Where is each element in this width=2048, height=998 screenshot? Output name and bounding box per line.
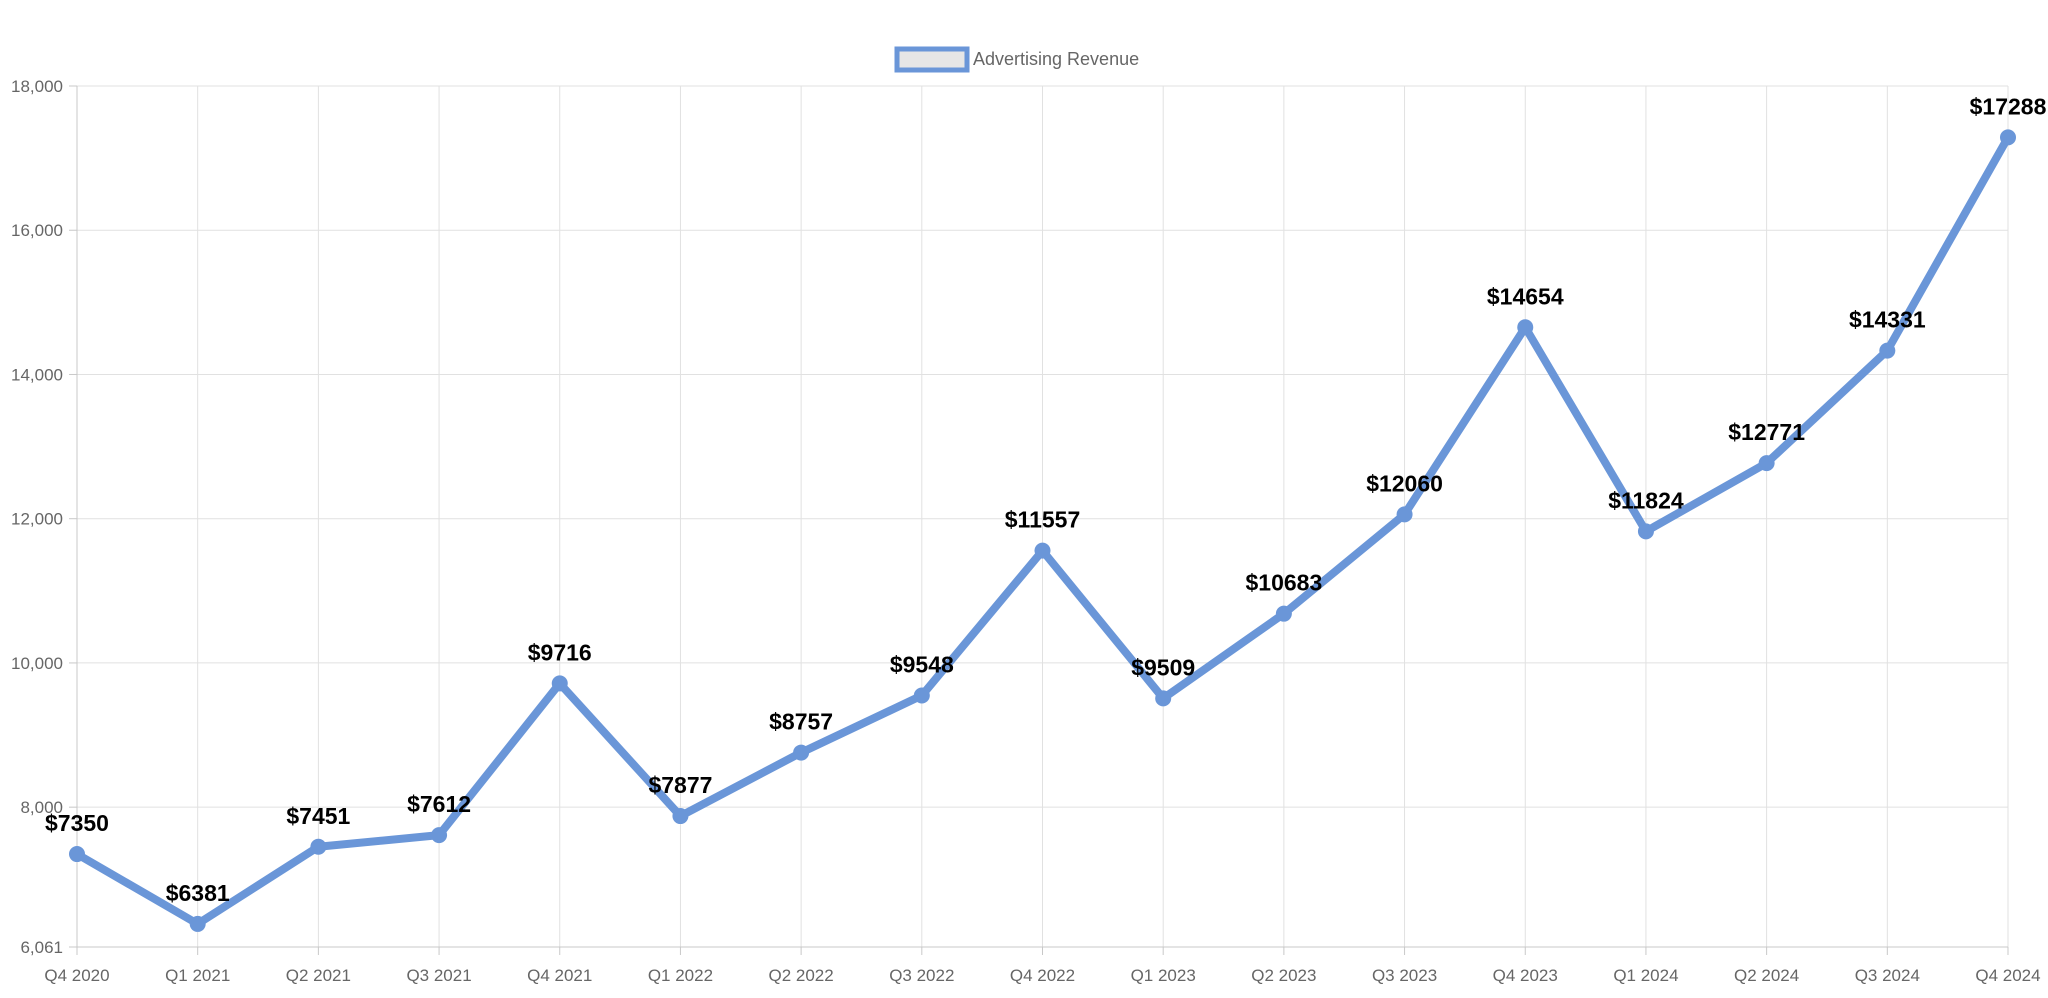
data-point[interactable] — [1275, 605, 1292, 622]
data-point[interactable] — [2000, 129, 2016, 146]
legend[interactable]: Advertising Revenue — [894, 46, 1139, 73]
data-point[interactable] — [189, 915, 206, 932]
y-tick-label: 6,061 — [20, 938, 63, 957]
legend-label[interactable]: Advertising Revenue — [973, 49, 1139, 69]
data-label: $7877 — [648, 772, 712, 798]
data-label: $6381 — [166, 880, 230, 906]
x-tick-label: Q1 2022 — [648, 966, 713, 985]
y-tick-label: 14,000 — [11, 365, 63, 384]
data-point[interactable] — [310, 838, 327, 855]
data-point[interactable] — [1396, 506, 1413, 523]
axes: 6,061 8,000 10,000 12,000 14,000 16,000 18,000… — [11, 77, 2041, 985]
data-label: $9509 — [1131, 654, 1195, 680]
data-label: $9716 — [528, 639, 592, 665]
data-point[interactable] — [551, 675, 568, 692]
data-label: $12771 — [1728, 419, 1805, 445]
data-point[interactable] — [1034, 542, 1051, 559]
x-tick-label: Q1 2021 — [165, 966, 230, 985]
x-tick-label: Q3 2022 — [889, 966, 954, 985]
data-label: $7451 — [286, 803, 350, 829]
data-point[interactable] — [1637, 523, 1654, 540]
data-label: $17288 — [1970, 93, 2047, 119]
x-tick-label: Q4 2020 — [44, 966, 109, 985]
data-label: $14331 — [1849, 307, 1926, 333]
data-point[interactable] — [793, 744, 810, 761]
data-label: $11824 — [1608, 487, 1684, 513]
x-tick-label: Q1 2024 — [1613, 966, 1678, 985]
x-tick-label: Q4 2024 — [1975, 966, 2040, 985]
y-tick-label: 16,000 — [11, 221, 63, 240]
y-tick-label: 10,000 — [11, 654, 63, 673]
y-tick-label: 18,000 — [11, 77, 63, 96]
data-label: $11557 — [1005, 507, 1080, 533]
x-tick-label: Q4 2022 — [1010, 966, 1075, 985]
data-point[interactable] — [1879, 342, 1896, 359]
data-label: $8757 — [769, 709, 833, 735]
data-point[interactable] — [431, 827, 448, 844]
x-tick-label: Q2 2023 — [1251, 966, 1316, 985]
data-point[interactable] — [69, 846, 85, 863]
data-point[interactable] — [913, 687, 930, 704]
grid — [76, 85, 2009, 948]
x-tick-label: Q3 2024 — [1855, 966, 1920, 985]
x-tick-label: Q2 2024 — [1734, 966, 1799, 985]
data-label: $10683 — [1246, 570, 1323, 596]
y-tick-label: 8,000 — [20, 798, 63, 817]
series-layer — [69, 129, 2016, 932]
data-label: $9548 — [890, 652, 954, 678]
data-point[interactable] — [1517, 319, 1534, 336]
x-tick-label: Q4 2021 — [527, 966, 592, 985]
x-tick-label: Q1 2023 — [1131, 966, 1196, 985]
data-labels: $7350 $6381 $7451 $7612 $9716 $7877 $8757 $9548… — [45, 93, 2047, 906]
data-label: $7612 — [407, 791, 471, 817]
x-tick-label: Q2 2021 — [286, 966, 351, 985]
x-tick-label: Q3 2023 — [1372, 966, 1437, 985]
legend-swatch[interactable] — [894, 46, 970, 73]
x-tick-label: Q4 2023 — [1493, 966, 1558, 985]
data-point[interactable] — [1758, 455, 1775, 472]
data-label: $7350 — [45, 810, 109, 836]
y-tick-label: 12,000 — [11, 510, 63, 529]
data-point[interactable] — [672, 808, 689, 825]
data-label: $14654 — [1487, 283, 1564, 309]
data-label: $12060 — [1366, 470, 1443, 496]
x-tick-label: Q3 2021 — [406, 966, 471, 985]
data-point[interactable] — [1155, 690, 1172, 707]
x-tick-label: Q2 2022 — [769, 966, 834, 985]
